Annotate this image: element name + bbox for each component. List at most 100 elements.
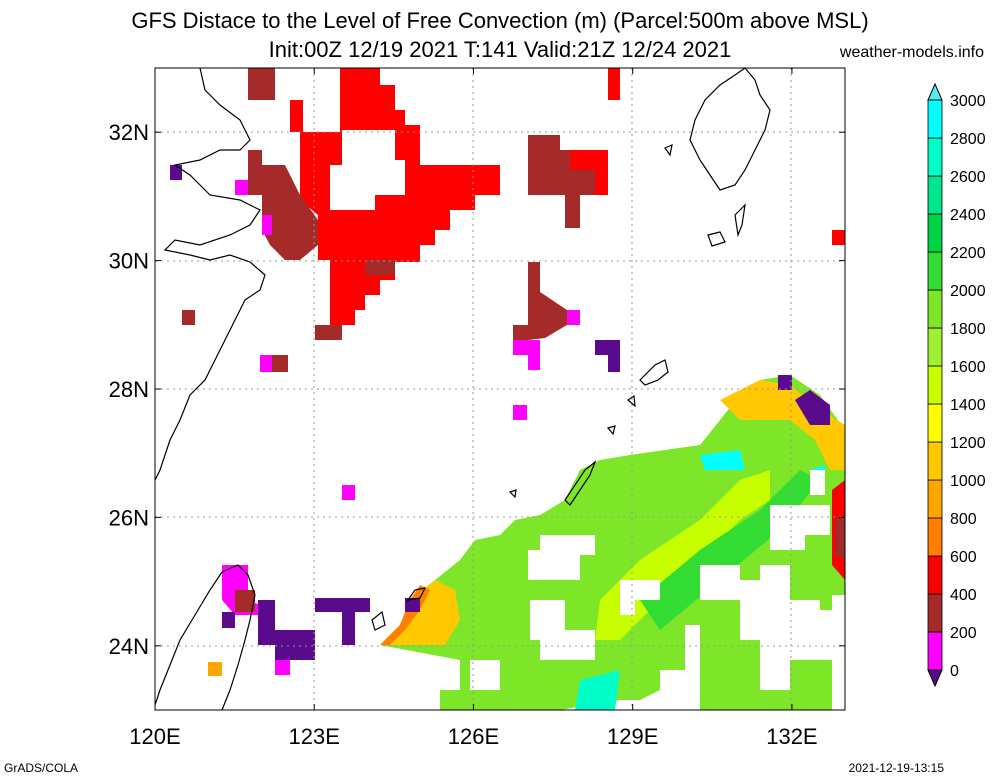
- lon-tick-label: 123E: [289, 724, 340, 749]
- colorbar-label: 2000: [950, 283, 986, 300]
- lat-tick-label: 26N: [109, 505, 149, 530]
- colorbar-label: 3000: [950, 93, 986, 110]
- field-magenta-3: [262, 215, 272, 235]
- axis-ticks: 120E 123E 126E 129E 132E 32N 30N 28N 26N 24N: [109, 68, 845, 749]
- footer-timestamp: 2021-12-19-13:15: [848, 761, 944, 775]
- field-red-north-3: [608, 68, 620, 100]
- field-brown-central-2: [513, 262, 567, 340]
- colorbar-swatch: [927, 517, 943, 557]
- field-magenta-taiwan-2: [275, 660, 290, 675]
- lon-tick-label: 129E: [607, 724, 658, 749]
- coastlines: [154, 67, 771, 711]
- lat-tick-label: 28N: [109, 377, 149, 402]
- colorbar-swatch: [927, 289, 943, 329]
- colorbar: 0 200 400 600 800 1000 1200 1400 1600 1800 2000 220…: [927, 82, 986, 688]
- colorbar-swatch: [927, 99, 943, 139]
- island-amami: [639, 359, 669, 386]
- colorbar-label: 0: [950, 663, 959, 680]
- field-red-central: [560, 150, 608, 195]
- colorbar-label: 400: [950, 587, 977, 604]
- island-yakushima: [734, 203, 746, 238]
- lat-tick-label: 32N: [109, 120, 149, 145]
- map-title-line1: GFS Distace to the Level of Free Convect…: [131, 8, 869, 33]
- coastline-japan: [689, 67, 771, 191]
- colorbar-swatch: [927, 365, 943, 405]
- field-brown-north-5: [272, 355, 288, 372]
- field-white-hole-se-6: [530, 600, 595, 660]
- field-purple-central: [595, 340, 620, 372]
- field-cyan-1: [700, 450, 745, 470]
- colorbar-swatch: [927, 479, 943, 519]
- map-title-line2: Init:00Z 12/19 2021 T:141 Valid:21Z 12/2…: [268, 37, 732, 62]
- island-miyako: [406, 587, 427, 601]
- colorbar-label: 1400: [950, 397, 986, 414]
- field-purple-east: [795, 390, 830, 425]
- field-white-hole-se-1: [528, 535, 595, 580]
- field-white-hole-se-8: [810, 470, 825, 495]
- colorbar-max-arrow: [927, 82, 943, 101]
- field-white-hole-se-4: [620, 580, 660, 615]
- coastline-china: [154, 67, 266, 481]
- field-red-north-2: [290, 100, 303, 132]
- island-small-1: [508, 489, 517, 499]
- colorbar-swatch: [927, 175, 943, 215]
- island-small-2: [606, 425, 616, 436]
- colorbar-label: 200: [950, 625, 977, 642]
- colorbar-label: 1600: [950, 359, 986, 376]
- field-brown-north-4: [365, 260, 395, 275]
- field-red-east-edge: [832, 230, 845, 245]
- colorbar-swatch: [927, 555, 943, 595]
- field-white-hole-se-5: [470, 660, 500, 690]
- field-yellow-east: [720, 380, 845, 470]
- colorbar-swatch: [927, 403, 943, 443]
- field-brown-east: [835, 515, 845, 560]
- field-white-hole-1: [330, 130, 405, 210]
- colorbar-swatch: [927, 631, 943, 671]
- field-purple-east-2: [778, 375, 792, 390]
- field-layer: [170, 68, 845, 710]
- colorbar-label: 800: [950, 511, 977, 528]
- colorbar-label: 2800: [950, 131, 986, 148]
- lat-tick-label: 30N: [109, 249, 149, 274]
- colorbar-label: 2200: [950, 245, 986, 262]
- colorbar-label: 1800: [950, 321, 986, 338]
- lon-tick-label: 132E: [766, 724, 817, 749]
- field-magenta-central-3: [513, 405, 527, 420]
- colorbar-swatch: [927, 441, 943, 481]
- field-brown-taiwan: [235, 590, 255, 612]
- field-brown-north-6: [182, 310, 195, 325]
- island-ishigaki: [371, 610, 386, 631]
- colorbar-label: 2400: [950, 207, 986, 224]
- field-magenta-central: [513, 340, 540, 370]
- field-white-hole-se-7: [660, 625, 700, 690]
- colorbar-swatch: [927, 327, 943, 367]
- colorbar-label: 1200: [950, 435, 986, 452]
- colorbar-min-arrow: [927, 669, 943, 688]
- field-magenta-1: [235, 180, 248, 195]
- colorbar-label: 600: [950, 549, 977, 566]
- lat-tick-label: 24N: [109, 634, 149, 659]
- field-magenta-central-4: [342, 485, 355, 500]
- island-small-3: [627, 394, 636, 408]
- colorbar-swatch: [927, 213, 943, 253]
- island-tanegashima: [707, 231, 726, 247]
- site-credit: weather-models.info: [839, 44, 984, 61]
- colorbar-swatch: [927, 251, 943, 291]
- coastline-taiwan: [154, 564, 256, 711]
- field-magenta-central-2: [567, 310, 580, 325]
- field-purple-taiwan-3: [222, 612, 235, 628]
- island-small-4: [664, 143, 673, 157]
- field-purple-24n: [405, 598, 420, 612]
- footer-software-label: GrADS/COLA: [4, 761, 79, 775]
- field-orange-taiwan: [208, 662, 222, 676]
- field-white-hole-se-2: [770, 505, 830, 550]
- lon-tick-label: 126E: [448, 724, 499, 749]
- field-purple-1: [170, 165, 182, 180]
- field-cyan-2: [575, 670, 620, 710]
- field-purple-taiwan-2: [315, 598, 370, 645]
- colorbar-label: 1000: [950, 473, 986, 490]
- colorbar-swatch: [927, 593, 943, 633]
- colorbar-swatch: [927, 137, 943, 177]
- grid-lines: [155, 68, 845, 710]
- field-white-hole-se-3: [700, 565, 820, 690]
